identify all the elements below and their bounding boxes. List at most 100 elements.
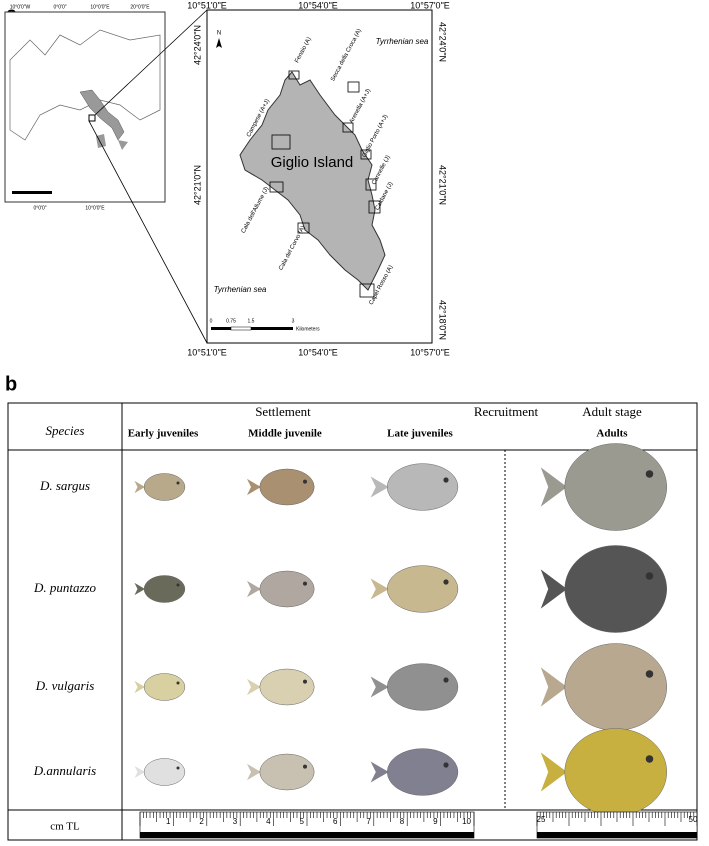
fish-body bbox=[564, 545, 667, 633]
fish-eye bbox=[176, 681, 180, 685]
site-box bbox=[347, 81, 360, 93]
fish-body bbox=[259, 468, 315, 506]
ruler-band bbox=[537, 832, 697, 838]
scale-label: Kilometers bbox=[296, 326, 320, 332]
table-frame bbox=[7, 402, 698, 841]
island-label: Giglio Island bbox=[271, 154, 354, 171]
north-label: N bbox=[217, 31, 221, 37]
coord-label: 42°21'0"N bbox=[438, 165, 448, 205]
sea-label: Tyrrhenian sea bbox=[376, 37, 429, 46]
site-box bbox=[342, 122, 354, 133]
fish-tail bbox=[134, 680, 145, 694]
site-box bbox=[271, 134, 291, 150]
site-box bbox=[360, 149, 372, 160]
fish-tail bbox=[370, 761, 389, 783]
coord-label: 10°51'0"E bbox=[187, 0, 227, 10]
fish-eye bbox=[303, 679, 307, 684]
fish-body bbox=[564, 443, 667, 531]
fish-eye bbox=[645, 670, 654, 678]
ruler-label: 25 bbox=[537, 815, 546, 824]
inset-scale bbox=[12, 191, 52, 194]
scale-label: 1.5 bbox=[248, 318, 255, 324]
fish-tail bbox=[247, 478, 261, 496]
fish-tail bbox=[247, 580, 261, 598]
fish-body bbox=[564, 728, 667, 816]
group-header: Settlement bbox=[255, 404, 311, 419]
coord-label: 10°54'0"E bbox=[298, 347, 338, 357]
fish-tail bbox=[540, 569, 567, 609]
coord-label: 42°18'0"N bbox=[438, 300, 448, 340]
fish-tail bbox=[247, 678, 261, 696]
fish-eye bbox=[176, 481, 180, 485]
column-header: Adults bbox=[596, 428, 628, 440]
coord-label: 10°54'0"E bbox=[298, 0, 338, 10]
fish-eye bbox=[443, 579, 449, 585]
fish-eye bbox=[176, 583, 180, 587]
ruler-label: 50 bbox=[689, 815, 698, 824]
islands bbox=[96, 134, 128, 150]
fish-eye bbox=[443, 677, 449, 683]
inset-coord: 0°0'0" bbox=[33, 205, 46, 211]
scale-label: 3 bbox=[292, 318, 295, 324]
fish-body bbox=[143, 673, 186, 701]
site-box bbox=[269, 181, 284, 193]
fish-tail bbox=[370, 578, 389, 600]
ruler-label: 9 bbox=[433, 817, 438, 826]
fish-eye bbox=[303, 764, 307, 769]
fish-tail bbox=[134, 765, 145, 779]
species-name: D. vulgaris bbox=[35, 678, 95, 693]
ruler-label: 4 bbox=[266, 817, 271, 826]
scale-bar bbox=[211, 327, 293, 330]
fish-eye bbox=[303, 581, 307, 586]
scale-label: 0 bbox=[210, 318, 213, 324]
inset-frame bbox=[4, 11, 166, 203]
scale-label: 0.75 bbox=[226, 318, 236, 324]
fish-body bbox=[259, 570, 315, 608]
fish-eye bbox=[645, 470, 654, 478]
fish-body bbox=[386, 463, 459, 511]
fish-body bbox=[386, 565, 459, 613]
column-header: Species bbox=[46, 423, 85, 438]
north-arrow bbox=[216, 38, 222, 48]
coord-label: 10°57'0"E bbox=[410, 347, 450, 357]
zoom-line bbox=[88, 120, 208, 344]
group-header: Recruitment bbox=[474, 404, 539, 419]
italy bbox=[79, 89, 125, 141]
fish-body bbox=[143, 575, 186, 603]
column-header: Late juveniles bbox=[387, 428, 453, 440]
fish-tail bbox=[540, 467, 567, 507]
fish-tail bbox=[134, 582, 145, 596]
ruler-label: 3 bbox=[233, 817, 238, 826]
inset-coord: 20°0'0"E bbox=[130, 4, 150, 10]
fish-body bbox=[386, 748, 459, 796]
fish-eye bbox=[645, 755, 654, 763]
fish-tail bbox=[540, 667, 567, 707]
fish-tail bbox=[370, 476, 389, 498]
site-box bbox=[288, 70, 300, 80]
inset-coord: 10°0'0"W bbox=[10, 4, 31, 10]
coord-label: 10°51'0"E bbox=[187, 347, 227, 357]
fish-body bbox=[143, 473, 186, 501]
coord-label: 42°21'0"N bbox=[192, 165, 202, 205]
ruler-label: 6 bbox=[333, 817, 338, 826]
fish-tail bbox=[247, 763, 261, 781]
species-name: D. sargus bbox=[39, 478, 90, 493]
zoom-line bbox=[94, 9, 208, 116]
species-name: D. puntazzo bbox=[33, 580, 97, 595]
column-header: Middle juvenile bbox=[248, 428, 322, 440]
scale-bar bbox=[230, 326, 252, 331]
fish-eye bbox=[443, 477, 449, 483]
group-header: Adult stage bbox=[582, 404, 642, 419]
inset-coord: 10°0'0"E bbox=[90, 4, 110, 10]
fish-eye bbox=[303, 479, 307, 484]
fish-body bbox=[143, 758, 186, 786]
fish-eye bbox=[176, 766, 180, 770]
ruler-label: 10 bbox=[462, 817, 471, 826]
inset-box bbox=[88, 114, 96, 122]
fish-body bbox=[564, 643, 667, 731]
sea-label: Tyrrhenian sea bbox=[214, 285, 267, 294]
panel-label: b bbox=[5, 373, 17, 395]
fish-tail bbox=[134, 480, 145, 494]
coord-label: 10°57'0"E bbox=[410, 0, 450, 10]
